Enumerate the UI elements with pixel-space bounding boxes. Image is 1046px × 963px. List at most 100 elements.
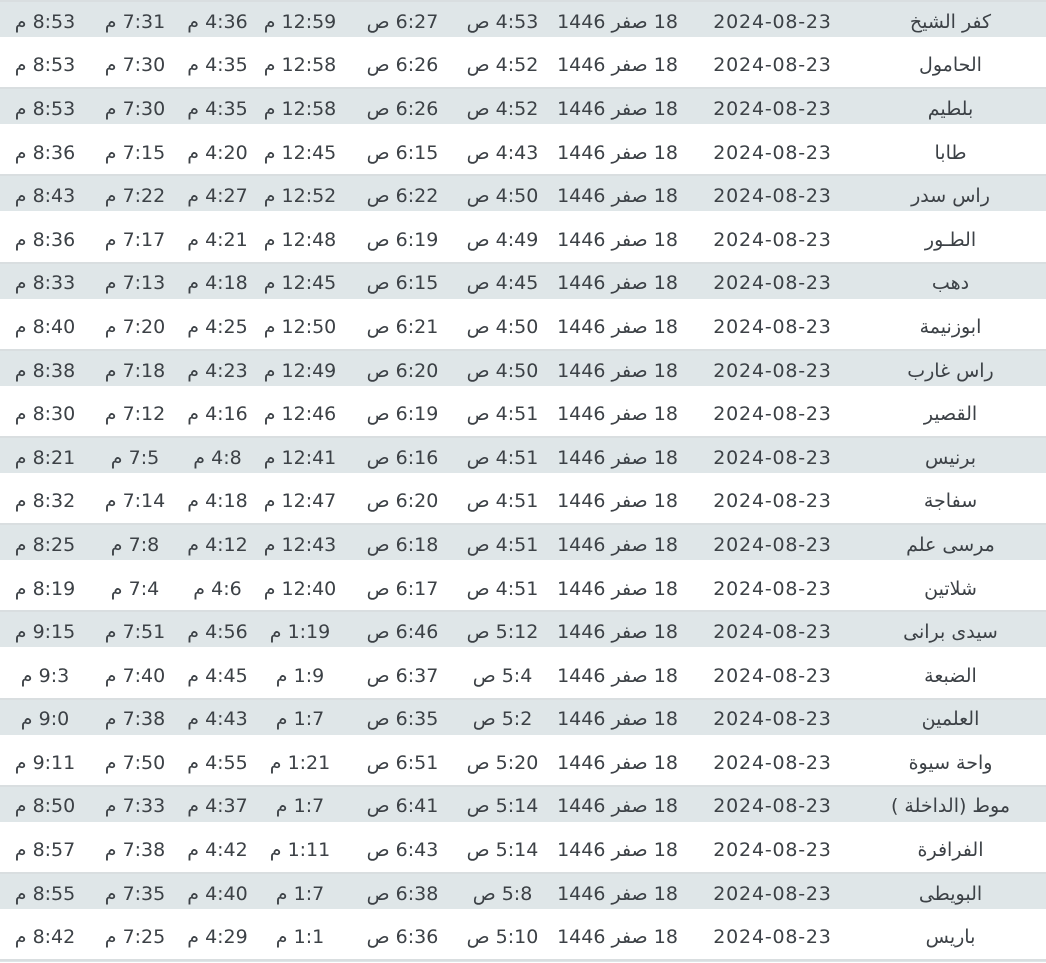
cell-city-name: ابوزنيمة [855, 305, 1046, 349]
table-row: كفر الشيخ 2024-08-23 18 صفر 1446 4:53 ص … [0, 0, 1046, 44]
cell-dhuhr-time: 12:49 م [255, 348, 345, 393]
cell-hijri-date: 18 صفر 1446 [545, 305, 690, 349]
cell-dhuhr-time: 12:43 م [255, 523, 345, 567]
cell-hijri-date: 18 صفر 1446 [545, 392, 690, 436]
cell-asr-time: 4:55 م [180, 741, 255, 785]
cell-city-name: بلطيم [855, 87, 1046, 131]
cell-city-name: شلاتين [855, 566, 1046, 611]
cell-dhuhr-time: 1:19 م [255, 610, 345, 654]
cell-sunrise-time: 6:17 ص [345, 566, 460, 611]
cell-hijri-date: 18 صفر 1446 [545, 871, 690, 916]
cell-maghrib-time: 7:25 م [90, 915, 180, 960]
cell-gregorian-date: 2024-08-23 [690, 261, 855, 306]
cell-hijri-date: 18 صفر 1446 [545, 915, 690, 960]
cell-maghrib-time: 7:4 م [90, 566, 180, 611]
cell-sunrise-time: 6:26 ص [345, 43, 460, 88]
cell-asr-time: 4:42 م [180, 828, 255, 872]
cell-isha-time: 8:36 م [0, 217, 90, 262]
table-row: دهب 2024-08-23 18 صفر 1446 4:45 ص 6:15 ص… [0, 261, 1046, 306]
cell-sunrise-time: 6:43 ص [345, 828, 460, 872]
cell-dhuhr-time: 1:21 م [255, 741, 345, 785]
cell-asr-time: 4:36 م [180, 0, 255, 44]
cell-city-name: الحامول [855, 43, 1046, 88]
table-row: الحامول 2024-08-23 18 صفر 1446 4:52 ص 6:… [0, 43, 1046, 88]
cell-isha-time: 8:38 م [0, 348, 90, 393]
table-row: البويطى 2024-08-23 18 صفر 1446 5:8 ص 6:3… [0, 871, 1046, 916]
cell-hijri-date: 18 صفر 1446 [545, 610, 690, 654]
table-row: موط (الداخلة ) 2024-08-23 18 صفر 1446 5:… [0, 784, 1046, 829]
cell-maghrib-time: 7:22 م [90, 174, 180, 218]
cell-sunrise-time: 6:15 ص [345, 130, 460, 175]
cell-isha-time: 8:30 م [0, 392, 90, 436]
cell-asr-time: 4:16 م [180, 392, 255, 436]
cell-isha-time: 9:15 م [0, 610, 90, 654]
cell-gregorian-date: 2024-08-23 [690, 0, 855, 44]
cell-city-name: دهب [855, 261, 1046, 306]
cell-isha-time: 8:21 م [0, 435, 90, 480]
cell-maghrib-time: 7:18 م [90, 348, 180, 393]
cell-isha-time: 8:50 م [0, 784, 90, 829]
cell-sunrise-time: 6:51 ص [345, 741, 460, 785]
cell-fajr-time: 5:8 ص [460, 871, 545, 916]
cell-hijri-date: 18 صفر 1446 [545, 741, 690, 785]
cell-sunrise-time: 6:35 ص [345, 697, 460, 742]
cell-gregorian-date: 2024-08-23 [690, 523, 855, 567]
cell-fajr-time: 5:14 ص [460, 784, 545, 829]
cell-sunrise-time: 6:19 ص [345, 217, 460, 262]
cell-fajr-time: 5:12 ص [460, 610, 545, 654]
cell-dhuhr-time: 12:58 م [255, 87, 345, 131]
cell-fajr-time: 4:50 ص [460, 174, 545, 218]
table-row: طابا 2024-08-23 18 صفر 1446 4:43 ص 6:15 … [0, 130, 1046, 175]
cell-gregorian-date: 2024-08-23 [690, 697, 855, 742]
cell-maghrib-time: 7:40 م [90, 653, 180, 698]
cell-fajr-time: 5:14 ص [460, 828, 545, 872]
cell-hijri-date: 18 صفر 1446 [545, 435, 690, 480]
cell-hijri-date: 18 صفر 1446 [545, 479, 690, 524]
cell-maghrib-time: 7:13 م [90, 261, 180, 306]
cell-sunrise-time: 6:19 ص [345, 392, 460, 436]
cell-asr-time: 4:27 م [180, 174, 255, 218]
cell-gregorian-date: 2024-08-23 [690, 305, 855, 349]
cell-dhuhr-time: 1:7 م [255, 871, 345, 916]
cell-gregorian-date: 2024-08-23 [690, 43, 855, 88]
cell-dhuhr-time: 12:40 م [255, 566, 345, 611]
table-row: واحة سيوة 2024-08-23 18 صفر 1446 5:20 ص … [0, 741, 1046, 785]
cell-hijri-date: 18 صفر 1446 [545, 174, 690, 218]
cell-city-name: كفر الشيخ [855, 0, 1046, 44]
cell-gregorian-date: 2024-08-23 [690, 828, 855, 872]
cell-isha-time: 8:55 م [0, 871, 90, 916]
cell-dhuhr-time: 12:45 م [255, 261, 345, 306]
cell-city-name: راس سدر [855, 174, 1046, 218]
cell-fajr-time: 4:51 ص [460, 435, 545, 480]
cell-hijri-date: 18 صفر 1446 [545, 784, 690, 829]
cell-fajr-time: 4:50 ص [460, 348, 545, 393]
table-row: الفرافرة 2024-08-23 18 صفر 1446 5:14 ص 6… [0, 828, 1046, 872]
cell-isha-time: 8:40 م [0, 305, 90, 349]
cell-asr-time: 4:56 م [180, 610, 255, 654]
cell-fajr-time: 4:52 ص [460, 87, 545, 131]
cell-isha-time: 8:33 م [0, 261, 90, 306]
cell-asr-time: 4:35 م [180, 87, 255, 131]
cell-dhuhr-time: 1:9 م [255, 653, 345, 698]
cell-fajr-time: 4:51 ص [460, 479, 545, 524]
cell-sunrise-time: 6:20 ص [345, 479, 460, 524]
cell-maghrib-time: 7:33 م [90, 784, 180, 829]
cell-dhuhr-time: 12:41 م [255, 435, 345, 480]
cell-dhuhr-time: 12:52 م [255, 174, 345, 218]
cell-maghrib-time: 7:38 م [90, 828, 180, 872]
cell-gregorian-date: 2024-08-23 [690, 435, 855, 480]
cell-hijri-date: 18 صفر 1446 [545, 566, 690, 611]
cell-city-name: الضبعة [855, 653, 1046, 698]
cell-isha-time: 9:3 م [0, 653, 90, 698]
cell-maghrib-time: 7:14 م [90, 479, 180, 524]
cell-city-name: القصير [855, 392, 1046, 436]
table-row: باريس 2024-08-23 18 صفر 1446 5:10 ص 6:36… [0, 915, 1046, 960]
table-row: بلطيم 2024-08-23 18 صفر 1446 4:52 ص 6:26… [0, 87, 1046, 131]
cell-asr-time: 4:21 م [180, 217, 255, 262]
cell-fajr-time: 5:20 ص [460, 741, 545, 785]
cell-dhuhr-time: 12:47 م [255, 479, 345, 524]
cell-city-name: موط (الداخلة ) [855, 784, 1046, 829]
cell-asr-time: 4:40 م [180, 871, 255, 916]
cell-city-name: واحة سيوة [855, 741, 1046, 785]
cell-maghrib-time: 7:8 م [90, 523, 180, 567]
